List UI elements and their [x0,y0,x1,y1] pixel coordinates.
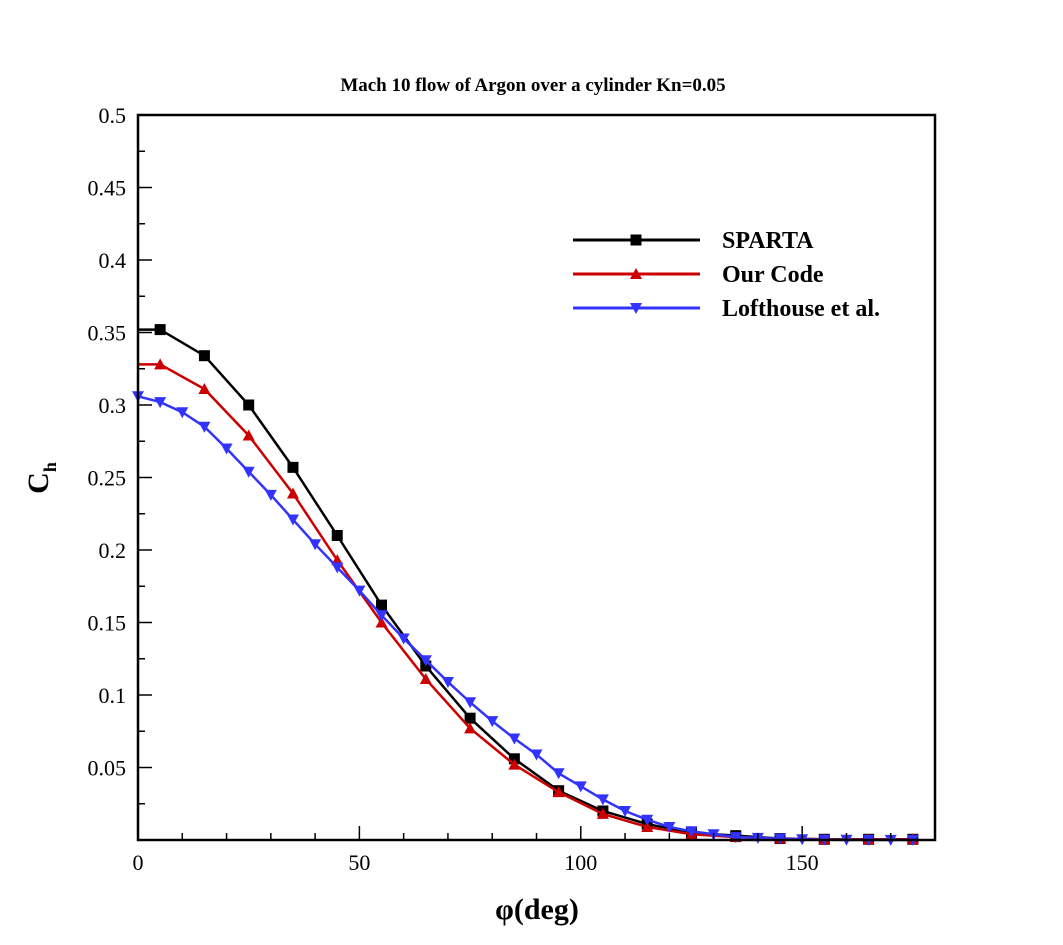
series-point-2 [663,821,676,833]
series-point-2 [729,832,742,844]
series-point-2 [286,514,299,526]
series-point-2 [397,633,410,645]
series-point-2 [309,539,322,551]
series-point-0 [331,530,343,541]
series-point-2 [375,610,388,622]
series-point-1 [242,429,255,441]
y-tick-label: 0.05 [88,756,127,781]
series-point-1 [508,758,521,770]
series-point-0 [376,599,388,611]
y-tick-label: 0.3 [99,393,127,418]
series-point-2 [685,826,698,838]
series-point-2 [242,466,255,478]
y-tick-label: 0.2 [99,538,127,563]
y-tick-label: 0.15 [88,611,127,636]
plot-frame [136,113,937,842]
series-point-1 [154,358,167,370]
series-point-1 [641,820,654,832]
series-point-2 [596,794,609,806]
series-point-0 [464,712,476,724]
series-point-1 [552,786,565,798]
y-axis-title-sub: h [40,462,60,472]
y-tick-label: 0.5 [99,103,127,128]
y-tick-label: 0.25 [88,466,127,491]
series-point-2 [264,489,277,501]
series-point-2 [641,814,654,826]
series-point-2 [441,676,454,688]
series-point-2 [619,806,632,817]
series-point-1 [198,383,211,395]
chart-title: Mach 10 flow of Argon over a cylinder Kn… [340,75,725,96]
series-point-2 [574,781,587,793]
y-axis-title-main: C [22,472,55,494]
series-point-2 [486,716,499,728]
y-axis-title: Ch [22,462,60,494]
series-point-1 [375,616,388,628]
series-point-2 [353,585,366,597]
series-point-1 [464,722,477,734]
x-tick-label: 100 [564,850,597,875]
series-point-2 [198,421,211,433]
legend-label-0: SPARTA [722,228,814,254]
x-tick-label: 50 [348,850,370,875]
x-tick-label: 0 [133,850,144,875]
legend-label-1: Our Code [722,262,824,288]
x-axis-title: φ(deg) [495,893,579,926]
series-point-2 [154,397,167,409]
series-point-2 [220,443,233,455]
legend-marker-1 [630,268,642,279]
series-point-1 [286,487,299,499]
y-tick-label: 0.45 [88,176,127,201]
y-tick-label: 0.35 [88,321,127,346]
legend-marker-0 [630,234,642,246]
y-tick-label: 0.4 [99,248,127,273]
series-point-1 [596,807,609,819]
series-point-2 [530,749,543,761]
series-point-2 [508,733,521,745]
legend-label-2: Lofthouse et al. [722,296,880,322]
legend-marker-2 [630,303,642,314]
series-point-2 [419,655,432,667]
ticks-layer: 0 50 100 150 0.05 0.1 0.15 0.2 0.25 0.3 0.35 0.4 0.4… [88,103,892,875]
legend: SPARTA Our Code Lofthouse et al. [573,228,880,322]
series-point-2 [331,562,344,574]
series-point-0 [198,350,210,362]
series-point-0 [243,399,255,411]
series-point-2 [464,697,477,709]
y-tick-label: 0.1 [99,683,127,708]
series-point-2 [176,407,189,419]
series-point-0 [154,324,166,336]
x-tick-label: 150 [786,850,819,875]
series-point-1 [419,673,432,685]
series-point-2 [552,768,565,780]
series-point-0 [287,461,299,473]
